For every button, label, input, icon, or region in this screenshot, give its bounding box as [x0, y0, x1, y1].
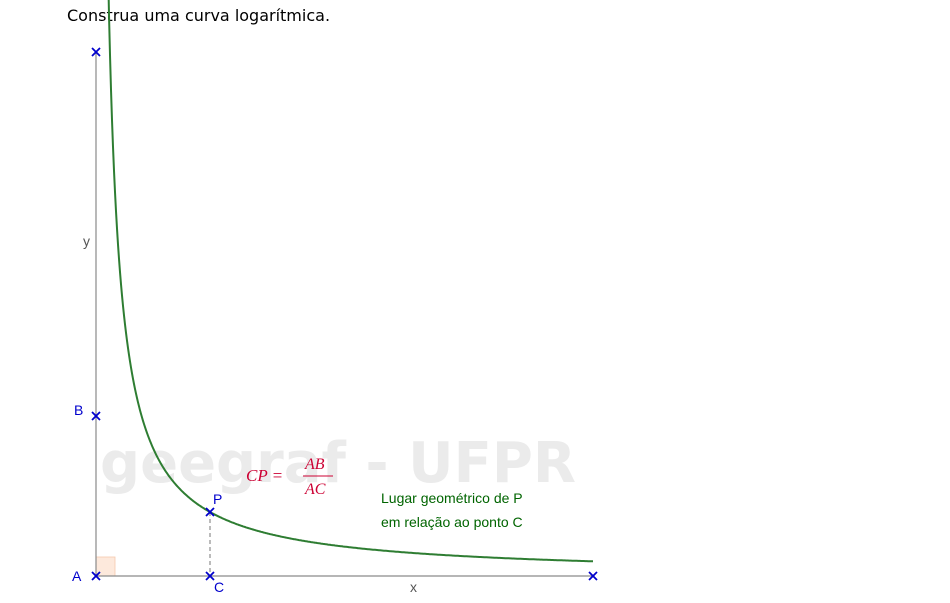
x-axis-label: x: [410, 579, 417, 595]
formula-lhs: CP =: [246, 466, 283, 485]
locus-text-line1: Lugar geométrico de P: [381, 490, 523, 506]
formula-numerator: AB: [304, 456, 325, 473]
point-c-label: C: [214, 579, 224, 595]
ratio-formula: CP = AB AC: [246, 456, 333, 498]
locus-text-line2: em relação ao ponto C: [381, 514, 523, 530]
watermark: geegraf - UFPR: [100, 431, 576, 496]
formula-denominator: AC: [304, 481, 326, 498]
y-axis-label: y: [83, 233, 90, 249]
point-end-marker[interactable]: [588, 571, 598, 581]
locus-curve[interactable]: [107, 0, 593, 563]
point-b-label: B: [74, 402, 83, 418]
instruction-text: Construa uma curva logarítmica.: [67, 6, 331, 25]
point-p-label: P: [213, 491, 222, 507]
point-c-marker[interactable]: [205, 571, 215, 581]
point-p-marker[interactable]: [205, 507, 215, 517]
point-b-marker[interactable]: [91, 411, 101, 421]
point-a-label: A: [72, 568, 82, 584]
point-top-marker[interactable]: [91, 47, 101, 57]
point-a-marker[interactable]: [91, 571, 101, 581]
